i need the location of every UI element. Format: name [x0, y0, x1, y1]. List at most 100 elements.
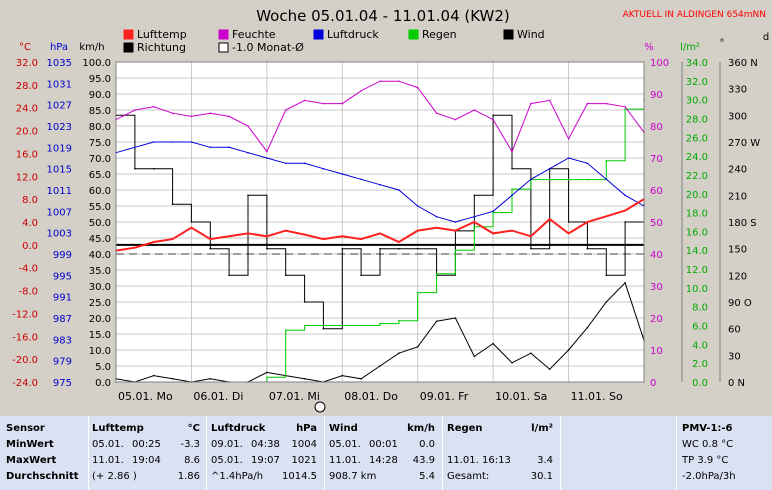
- day-label: 05.01. Mo: [118, 390, 173, 403]
- temp-tick-label: -20.0: [12, 355, 38, 366]
- series-point: [511, 194, 513, 197]
- legend-item: -1.0 Monat-Ø: [218, 41, 304, 54]
- humidity-tick-label: 60: [650, 186, 663, 197]
- stats-row-label: Durchschnitt: [6, 471, 79, 482]
- wind-tick-label: 45.0: [89, 234, 111, 245]
- legend-swatch: [123, 42, 134, 53]
- location-label: AKTUELL IN ALDINGEN 654mNN: [623, 10, 766, 20]
- pressure-tick-label: 1031: [47, 79, 72, 90]
- stats-date: 05.01.: [211, 455, 243, 466]
- series-point: [416, 205, 419, 207]
- series-point: [586, 326, 589, 329]
- wind-tick-label: 85.0: [89, 106, 111, 117]
- rain-tick-label: 32.0: [686, 77, 708, 88]
- stats-temp-title: Lufttemp: [92, 423, 144, 434]
- series-point: [624, 108, 626, 110]
- pressure-tick-label: 1015: [47, 165, 72, 176]
- stats-panel: Sensor MinWert MaxWert Durchschnitt Luft…: [0, 416, 772, 490]
- series-point: [567, 349, 570, 351]
- stats-row-label: MaxWert: [6, 455, 57, 466]
- series-point: [567, 232, 570, 235]
- wind-tick-label: 25.0: [89, 298, 111, 309]
- stats-note: ^1.4hPa/h: [211, 471, 264, 482]
- stats-value: 1004: [291, 439, 317, 450]
- temp-tick-label: -16.0: [12, 332, 38, 343]
- legend-swatch: [123, 29, 134, 40]
- stats-value: 30.1: [530, 471, 553, 482]
- day-label: 09.01. Fr: [420, 390, 469, 403]
- series-point: [209, 378, 212, 380]
- wind-tick-label: 80.0: [89, 122, 111, 133]
- pressure-tick-label: 975: [53, 378, 72, 389]
- series-point: [379, 365, 381, 367]
- series-point: [567, 138, 570, 140]
- legend-label: Wind: [517, 28, 545, 41]
- series-point: [247, 232, 249, 235]
- stats-temp-unit: °C: [187, 423, 200, 434]
- direction-tick-label: 240: [728, 165, 747, 176]
- direction-axis-unit: °: [720, 38, 725, 49]
- series-point: [379, 80, 381, 82]
- direction-tick-label: 60: [728, 325, 741, 336]
- stats-time: 19:04: [132, 455, 161, 466]
- wind-tick-label: 60.0: [89, 186, 111, 197]
- stats-pressure-title: Luftdruck: [211, 423, 266, 434]
- series-point: [284, 274, 287, 277]
- rain-tick-label: 14.0: [686, 246, 708, 257]
- series-point: [416, 247, 419, 250]
- series-point: [530, 178, 532, 181]
- series-point: [398, 241, 400, 243]
- series-point: [492, 118, 494, 121]
- rain-tick-label: 24.0: [686, 152, 708, 163]
- series-point: [586, 178, 589, 181]
- series-point: [209, 112, 212, 114]
- axes: °C hPa km/h% l/m² ° d 32.0 28.0 24.0 20.0 16.0 12.0…: [12, 32, 769, 403]
- series-point: [605, 215, 608, 218]
- series-point: [398, 352, 400, 355]
- series-point: [473, 225, 476, 228]
- series-point: [416, 346, 419, 348]
- series-point: [398, 80, 400, 82]
- series-point: [266, 376, 268, 379]
- rain-tick-label: 34.0: [686, 58, 708, 69]
- stats-note: Gesamt:: [447, 471, 490, 482]
- wind-tick-label: 15.0: [89, 330, 111, 341]
- stats-date: 11.01.: [92, 455, 124, 466]
- temp-tick-label: -24.0: [12, 378, 38, 389]
- day-label: 11.01. So: [571, 390, 623, 403]
- temp-tick-label: 0.0: [22, 241, 38, 252]
- series-point: [530, 102, 532, 105]
- series-point: [190, 141, 193, 143]
- series-point: [152, 167, 155, 170]
- series-point: [567, 157, 570, 159]
- legend-swatch: [503, 29, 514, 40]
- series-point: [416, 86, 419, 89]
- pressure-tick-label: 991: [53, 293, 72, 304]
- series-regen: [115, 98, 645, 383]
- series-point: [492, 210, 494, 213]
- series-point: [341, 173, 344, 175]
- time-scroll-handle[interactable]: [314, 401, 326, 413]
- temp-tick-label: 28.0: [16, 81, 38, 92]
- stats-pmv-value: WC 0.8 °C: [682, 439, 734, 450]
- series-point: [228, 146, 230, 149]
- stats-time: 19:07: [251, 455, 280, 466]
- series-point: [341, 324, 344, 327]
- series-point: [473, 221, 476, 223]
- day-label: 06.01. Di: [193, 390, 243, 403]
- series-point: [473, 109, 476, 111]
- pressure-tick-label: 983: [53, 335, 72, 346]
- series-point: [586, 162, 589, 165]
- series-point: [416, 229, 419, 232]
- temp-tick-label: 4.0: [22, 218, 38, 229]
- series-point: [624, 209, 626, 212]
- stats-value: 5.4: [419, 471, 435, 482]
- wind-tick-label: 30.0: [89, 282, 111, 293]
- stats-sensor: Sensor MinWert MaxWert Durchschnitt: [6, 416, 86, 490]
- pressure-axis-unit: hPa: [50, 42, 68, 53]
- legend: Lufttemp Feuchte Luftdruck Regen Wind Richtun…: [123, 28, 545, 54]
- humidity-tick-label: 40: [650, 250, 663, 261]
- pressure-tick-label: 1007: [47, 207, 72, 218]
- direction-tick-label: 330: [728, 85, 747, 96]
- humidity-tick-label: 70: [650, 154, 663, 165]
